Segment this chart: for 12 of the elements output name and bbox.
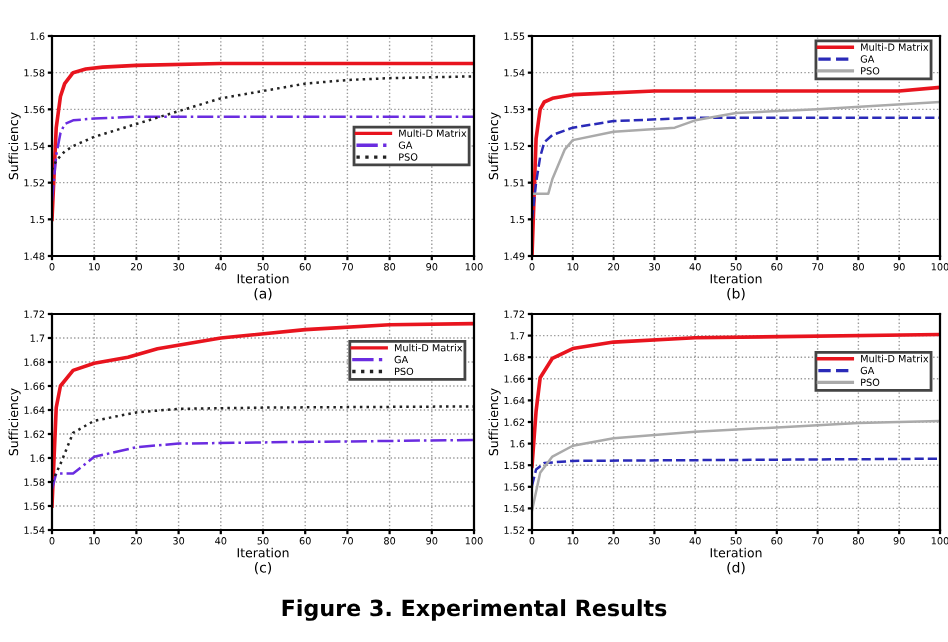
line-series bbox=[532, 332, 940, 469]
line-series bbox=[52, 321, 474, 508]
line-series bbox=[52, 61, 474, 222]
line-series bbox=[52, 438, 474, 491]
line-series bbox=[52, 405, 474, 484]
line-series bbox=[532, 100, 940, 195]
line-series bbox=[52, 115, 474, 203]
line-series bbox=[52, 75, 474, 172]
line-series bbox=[532, 419, 940, 512]
caption: Figure 3. Experimental Results bbox=[282, 599, 667, 621]
line-series bbox=[532, 116, 940, 221]
line-series bbox=[532, 457, 940, 487]
